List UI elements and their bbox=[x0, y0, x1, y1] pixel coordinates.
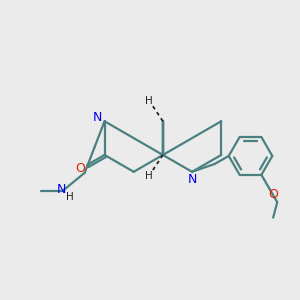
Text: H: H bbox=[66, 192, 74, 202]
Text: N: N bbox=[188, 173, 197, 186]
Text: H: H bbox=[145, 171, 153, 181]
Text: O: O bbox=[76, 162, 85, 175]
Text: H: H bbox=[145, 96, 153, 106]
Text: N: N bbox=[93, 111, 102, 124]
Text: O: O bbox=[268, 188, 278, 201]
Text: N: N bbox=[56, 183, 66, 196]
